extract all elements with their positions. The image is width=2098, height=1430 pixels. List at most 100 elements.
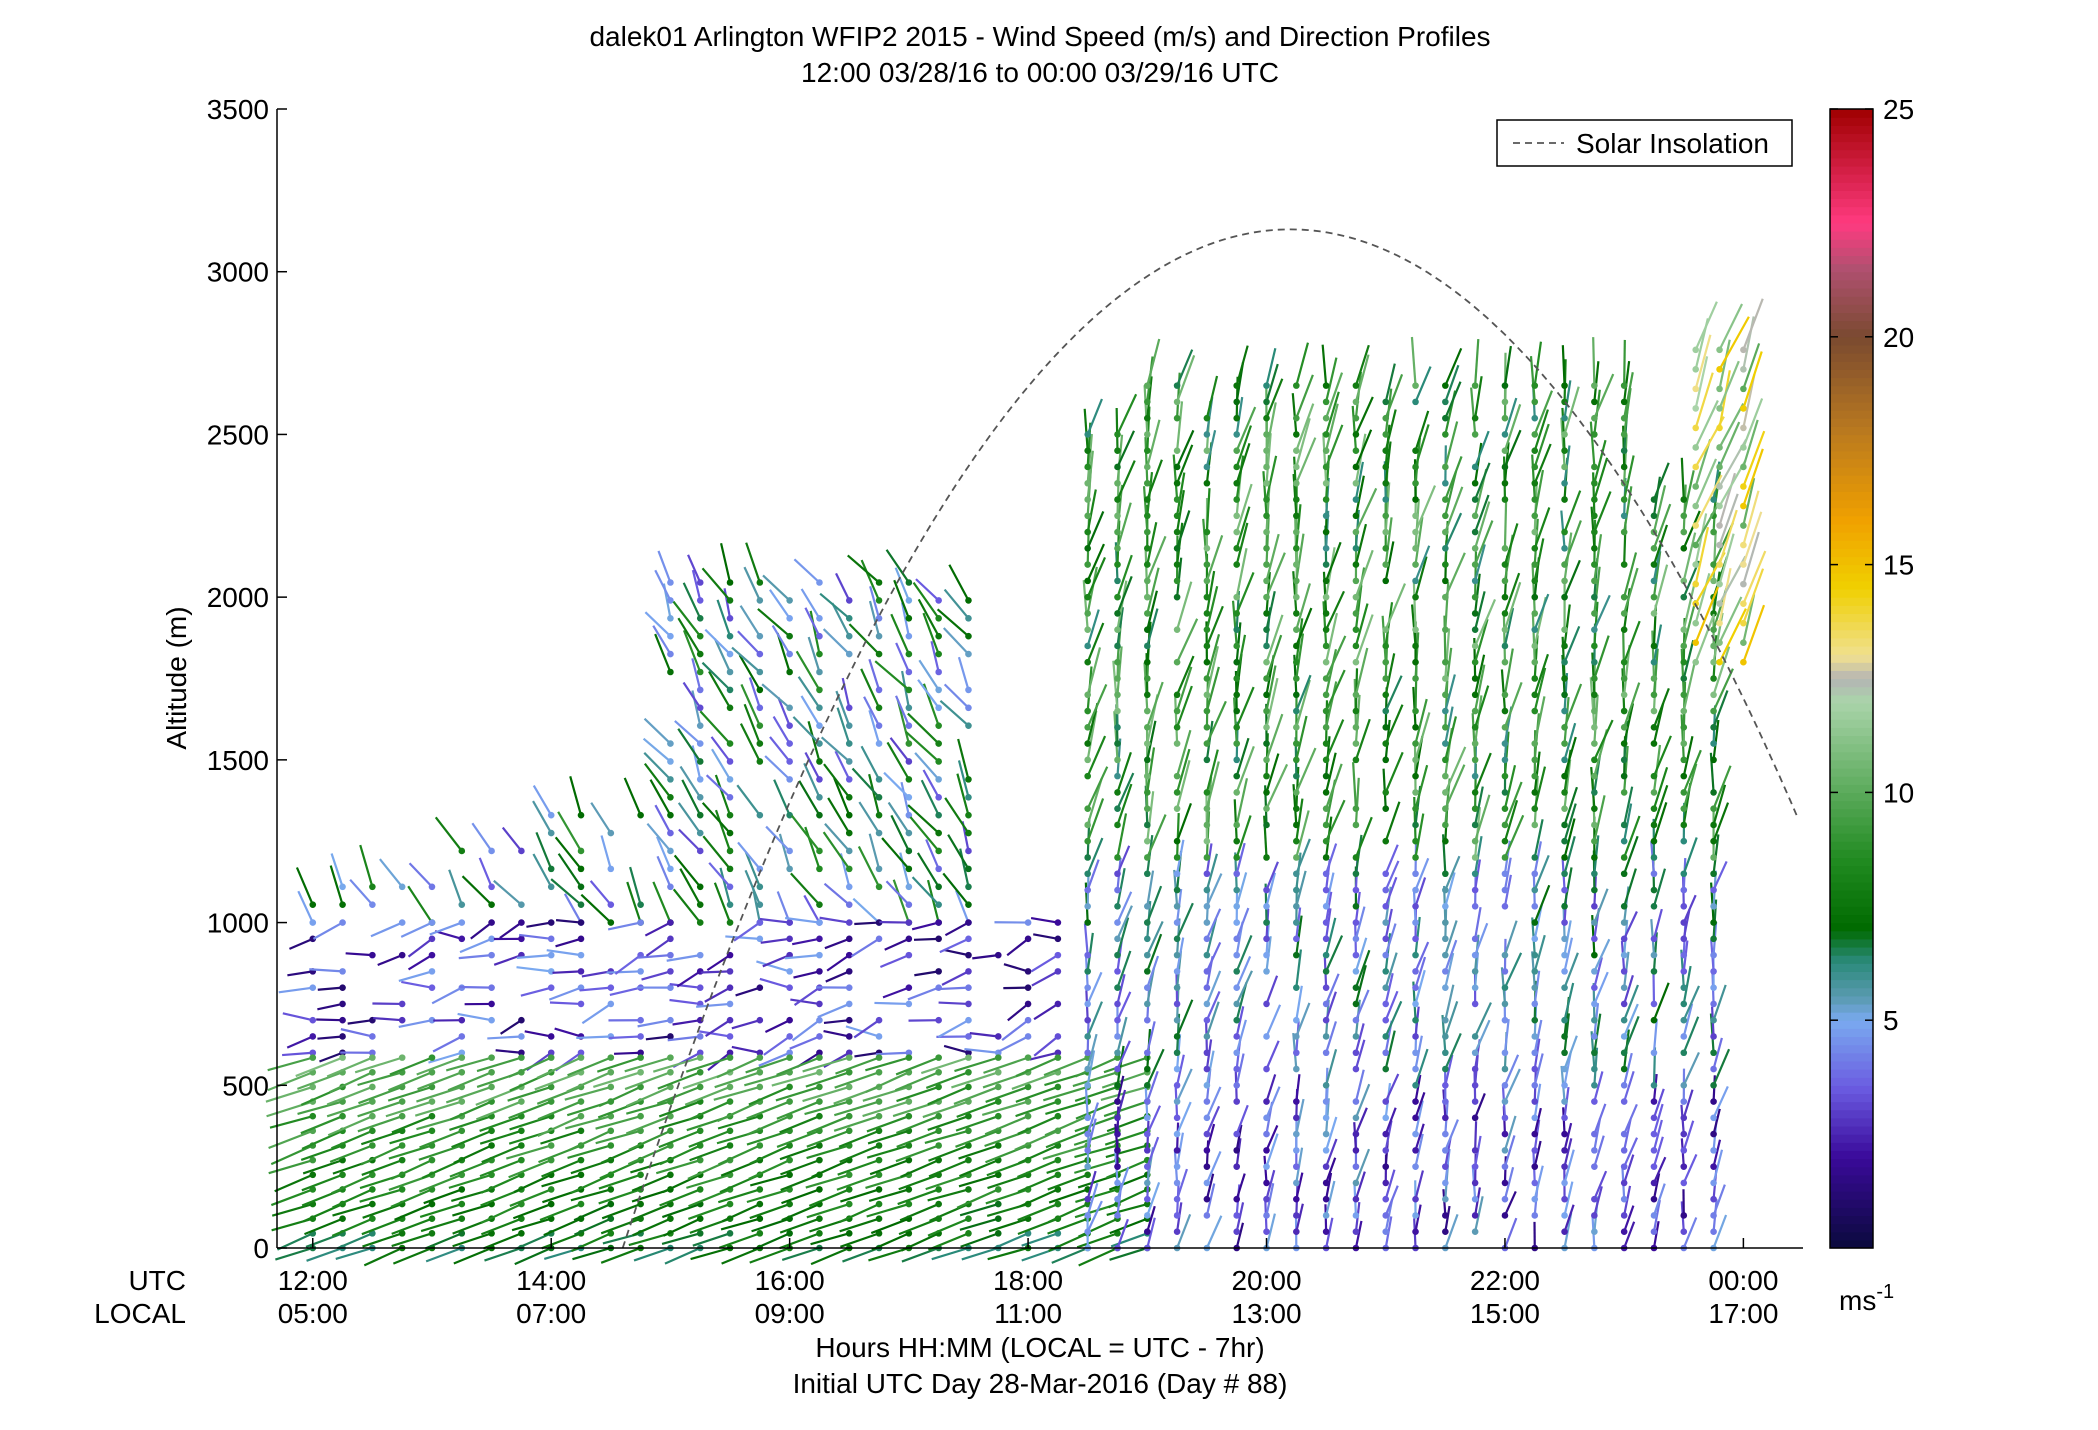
wind-barb-point (429, 883, 436, 890)
wind-barb-point (846, 866, 853, 873)
wind-barb-point (1293, 512, 1300, 519)
wind-barb-point (1353, 1228, 1360, 1235)
wind-barb-shaft (870, 834, 879, 869)
wind-barb-point (1144, 919, 1151, 926)
wind-barb (401, 982, 435, 991)
wind-barb-point (1144, 724, 1151, 731)
wind-barb-point (816, 1230, 823, 1237)
wind-barb-point (369, 1201, 376, 1208)
wind-barb (1204, 942, 1221, 974)
wind-barb-point (727, 740, 734, 747)
wind-barb (318, 984, 346, 991)
wind-barb (972, 952, 1001, 959)
wind-barb-shaft (272, 1204, 313, 1216)
wind-barb-point (518, 1128, 525, 1135)
wind-barb-point (1144, 464, 1151, 471)
wind-barb-point (1412, 984, 1419, 991)
wind-barb-point (339, 1113, 346, 1120)
wind-barb-point (1144, 578, 1151, 585)
wind-barb-point (757, 883, 764, 890)
wind-barb-point (369, 1033, 376, 1040)
wind-barb-point (906, 919, 913, 926)
wind-barb-shaft (914, 971, 938, 975)
wind-barb (1048, 1215, 1091, 1233)
wind-barb-point (1174, 870, 1181, 877)
wind-barb (1323, 345, 1330, 389)
wind-barb-point (1144, 431, 1151, 438)
wind-barb-point (1204, 838, 1211, 845)
wind-barb-point (1233, 968, 1240, 975)
wind-barb-shaft (1532, 455, 1535, 500)
wind-barb-point (1353, 1115, 1360, 1122)
wind-barb-point (1204, 561, 1211, 568)
wind-barb-point (1472, 496, 1479, 503)
wind-barb-point (935, 615, 942, 622)
wind-barb-point (1502, 415, 1509, 422)
wind-barb-shaft (1085, 924, 1088, 956)
wind-barb-point (1472, 626, 1479, 633)
wind-barb-point (757, 597, 764, 604)
wind-barb-shaft (738, 631, 760, 654)
wind-barb-point (1293, 887, 1300, 894)
wind-barb-shaft (820, 594, 849, 619)
wind-barb-shaft (1084, 580, 1088, 630)
wind-barb-point (1323, 1098, 1330, 1105)
wind-barb-point (1233, 691, 1240, 698)
wind-barb-point (846, 1230, 853, 1237)
wind-barb-point (1233, 1082, 1240, 1089)
wind-barb-point (548, 952, 555, 959)
wind-barb-point (1472, 512, 1479, 519)
wind-barb-point (906, 597, 913, 604)
wind-barb-point (1502, 545, 1509, 552)
wind-barb-point (339, 968, 346, 975)
wind-barb-point (1561, 805, 1568, 812)
wind-barb-shaft (279, 988, 313, 993)
wind-barb (970, 1033, 1002, 1040)
wind-barb-point (1114, 529, 1121, 536)
wind-barb-shaft (703, 803, 730, 833)
wind-barb (1106, 1142, 1151, 1157)
wind-barb (689, 1128, 734, 1147)
wind-barb-point (1531, 643, 1538, 650)
wind-barb-point (1502, 838, 1509, 845)
wind-barb-point (1084, 838, 1091, 845)
wind-barb-point (518, 848, 525, 855)
wind-barb-point (1055, 1098, 1062, 1105)
wind-barb-point (1114, 1049, 1121, 1056)
wind-barb-point (399, 1157, 406, 1164)
wind-barb-point (1561, 1196, 1568, 1203)
wind-barb-point (1412, 757, 1419, 764)
wind-barb-shaft (591, 881, 611, 905)
wind-barb-point (1204, 919, 1211, 926)
wind-barb (770, 590, 793, 622)
wind-barb-point (1442, 659, 1449, 666)
wind-barb-point (1114, 1033, 1121, 1040)
wind-barb-point (1174, 1163, 1181, 1170)
wind-barb-point (1561, 626, 1568, 633)
wind-barb-point (935, 883, 942, 890)
wind-barb-point (1502, 822, 1509, 829)
wind-barb-shaft (1296, 343, 1308, 386)
wind-barb-point (1144, 854, 1151, 861)
wind-barb-point (935, 794, 942, 801)
wind-barb-point (935, 1069, 942, 1076)
wind-barb (736, 984, 764, 995)
wind-barb-point (1353, 1098, 1360, 1105)
wind-barb-point (697, 1084, 704, 1091)
wind-barb-point (1204, 415, 1211, 422)
wind-barb-point (1382, 805, 1389, 812)
wind-barb-point (786, 919, 793, 926)
wind-barb-point (1144, 838, 1151, 845)
wind-barb-shaft (673, 1020, 701, 1024)
wind-barb-point (1233, 659, 1240, 666)
wind-barb-point (876, 1142, 883, 1149)
wind-barb-point (995, 1215, 1002, 1222)
wind-barb-shaft (712, 749, 730, 779)
wind-barb-shaft (826, 971, 850, 981)
wind-barb (874, 1001, 912, 1008)
wind-barb-point (1293, 1228, 1300, 1235)
wind-barb-point (965, 1017, 972, 1024)
wind-barb-point (1442, 887, 1449, 894)
wind-barb-point (727, 615, 734, 622)
wind-barb-point (1323, 626, 1330, 633)
